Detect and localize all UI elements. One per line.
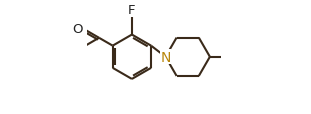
Text: N: N [160,50,171,64]
Text: O: O [72,23,83,36]
Text: F: F [128,4,136,17]
